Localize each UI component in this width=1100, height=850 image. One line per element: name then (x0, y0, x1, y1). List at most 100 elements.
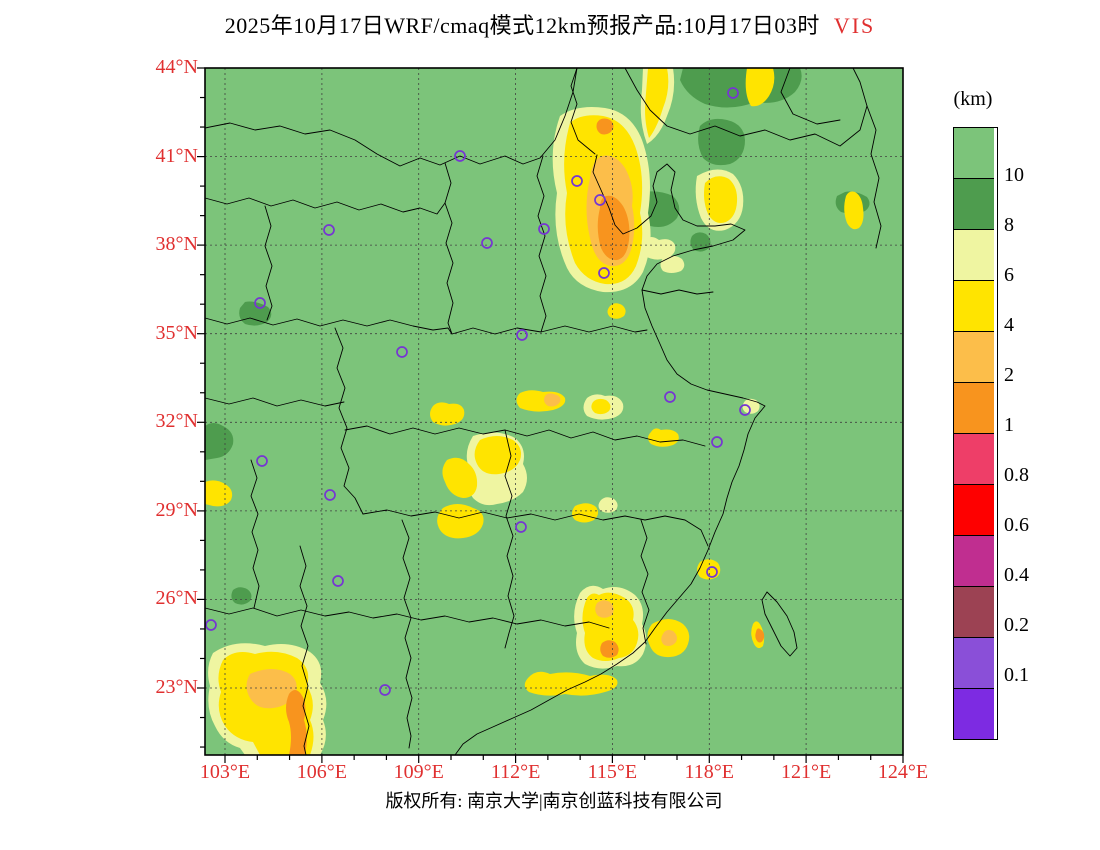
province-boundary (204, 607, 610, 629)
colorbar-cell (954, 587, 994, 638)
city-marker (727, 87, 739, 99)
colorbar-cell (954, 332, 994, 383)
colorbar-cell (954, 638, 994, 689)
visibility-patch (598, 497, 618, 513)
lon-tick-label: 103°E (199, 761, 251, 783)
visibility-patch (286, 690, 307, 755)
visibility-patch (442, 457, 478, 498)
province-boundary (624, 67, 868, 147)
visibility-patch (600, 640, 619, 658)
city-marker (379, 684, 391, 696)
visibility-patch (660, 255, 685, 273)
lat-tick-label: 32°N (155, 410, 198, 433)
province-boundary (444, 162, 454, 335)
colorbar-label: 8 (1004, 214, 1014, 236)
city-marker (538, 223, 550, 235)
colorbar-cell (954, 281, 994, 332)
colorbar-label: 4 (1004, 314, 1014, 336)
city-marker (396, 346, 408, 358)
map-canvas (197, 67, 904, 763)
visibility-patch (648, 428, 679, 447)
city-marker (711, 436, 723, 448)
province-boundary (780, 67, 841, 125)
colorbar-labels: 10 8 6 4 2 1 0.8 0.6 0.4 0.2 0.1 (1004, 127, 1064, 727)
province-boundary (641, 289, 714, 295)
province-boundary (362, 509, 709, 547)
city-marker (454, 150, 466, 162)
visibility-patch (437, 504, 484, 539)
city-marker (205, 619, 217, 631)
lon-tick-label: 124°E (877, 761, 929, 783)
colorbar-cell (954, 434, 994, 485)
colorbar-label: 1 (1004, 414, 1014, 436)
visibility-patch (642, 237, 676, 260)
visibility-patch (645, 68, 669, 138)
lat-tick-label: 35°N (155, 321, 198, 344)
province-boundary (250, 459, 260, 609)
city-marker (739, 404, 751, 416)
visibility-patch (661, 630, 677, 646)
visibility-patch (755, 628, 765, 643)
visibility-patch (597, 195, 630, 261)
colorbar-unit: (km) (953, 88, 993, 110)
city-marker (571, 175, 583, 187)
visibility-patch (246, 669, 297, 709)
province-boundary (536, 155, 547, 333)
colorbar-label: 0.6 (1004, 514, 1029, 536)
visibility-patch (745, 68, 775, 107)
city-marker (324, 489, 336, 501)
lat-tick-label: 29°N (155, 498, 198, 521)
visibility-patch (595, 600, 614, 618)
lon-tick-label: 121°E (780, 761, 832, 783)
lon-tick-label: 115°E (587, 761, 638, 783)
colorbar-label: 0.1 (1004, 664, 1029, 686)
colorbar-cell (954, 230, 994, 281)
colorbar-cell (954, 536, 994, 587)
visibility-patch (698, 118, 745, 166)
province-boundary (204, 197, 446, 215)
lat-tick-label: 26°N (155, 587, 198, 610)
colorbar-cell (954, 179, 994, 230)
colorbar-cell (954, 689, 994, 739)
lon-tick-label: 118°E (684, 761, 735, 783)
city-marker (594, 194, 606, 206)
visibility-patch (591, 398, 611, 415)
city-marker (515, 521, 527, 533)
city-marker (481, 237, 493, 249)
province-boundary (570, 67, 596, 155)
visibility-patch (742, 398, 760, 414)
colorbar-cell (954, 383, 994, 434)
lon-tick-label: 106°E (296, 761, 347, 783)
province-boundary (204, 317, 648, 335)
province-boundary (401, 519, 413, 749)
province-boundary (640, 519, 650, 645)
lat-tick-label: 44°N (155, 56, 198, 78)
province-boundary (454, 154, 766, 756)
visibility-patch (572, 503, 599, 523)
copyright-footer: 版权所有: 南京大学|南京创蓝科技有限公司 (385, 791, 723, 811)
city-marker (256, 455, 268, 467)
colorbar-label: 6 (1004, 264, 1014, 286)
map-background (205, 68, 903, 755)
colorbar-label: 0.4 (1004, 564, 1029, 586)
visibility-patch (430, 402, 465, 426)
province-boundary (866, 105, 882, 249)
province-boundary (299, 545, 310, 756)
province-boundary (344, 425, 706, 447)
map-area (197, 67, 904, 763)
lat-tick-label: 38°N (155, 233, 198, 256)
province-boundary (761, 591, 798, 657)
city-marker (706, 566, 718, 578)
chart-title: 2025年10月17日WRF/cmaq模式12km预报产品:10月17日03时 V… (0, 8, 1100, 40)
province-boundary (504, 429, 515, 649)
city-marker (332, 575, 344, 587)
chart-title-variable: VIS (833, 13, 876, 38)
colorbar-label: 0.2 (1004, 614, 1029, 636)
city-marker (516, 329, 528, 341)
visibility-patch (524, 671, 618, 696)
visibility-patch (231, 587, 252, 605)
colorbar (953, 127, 998, 740)
lat-tick-label: 41°N (155, 144, 198, 167)
chart-title-text: 2025年10月17日WRF/cmaq模式12km预报产品:10月17日03时 (224, 13, 820, 38)
